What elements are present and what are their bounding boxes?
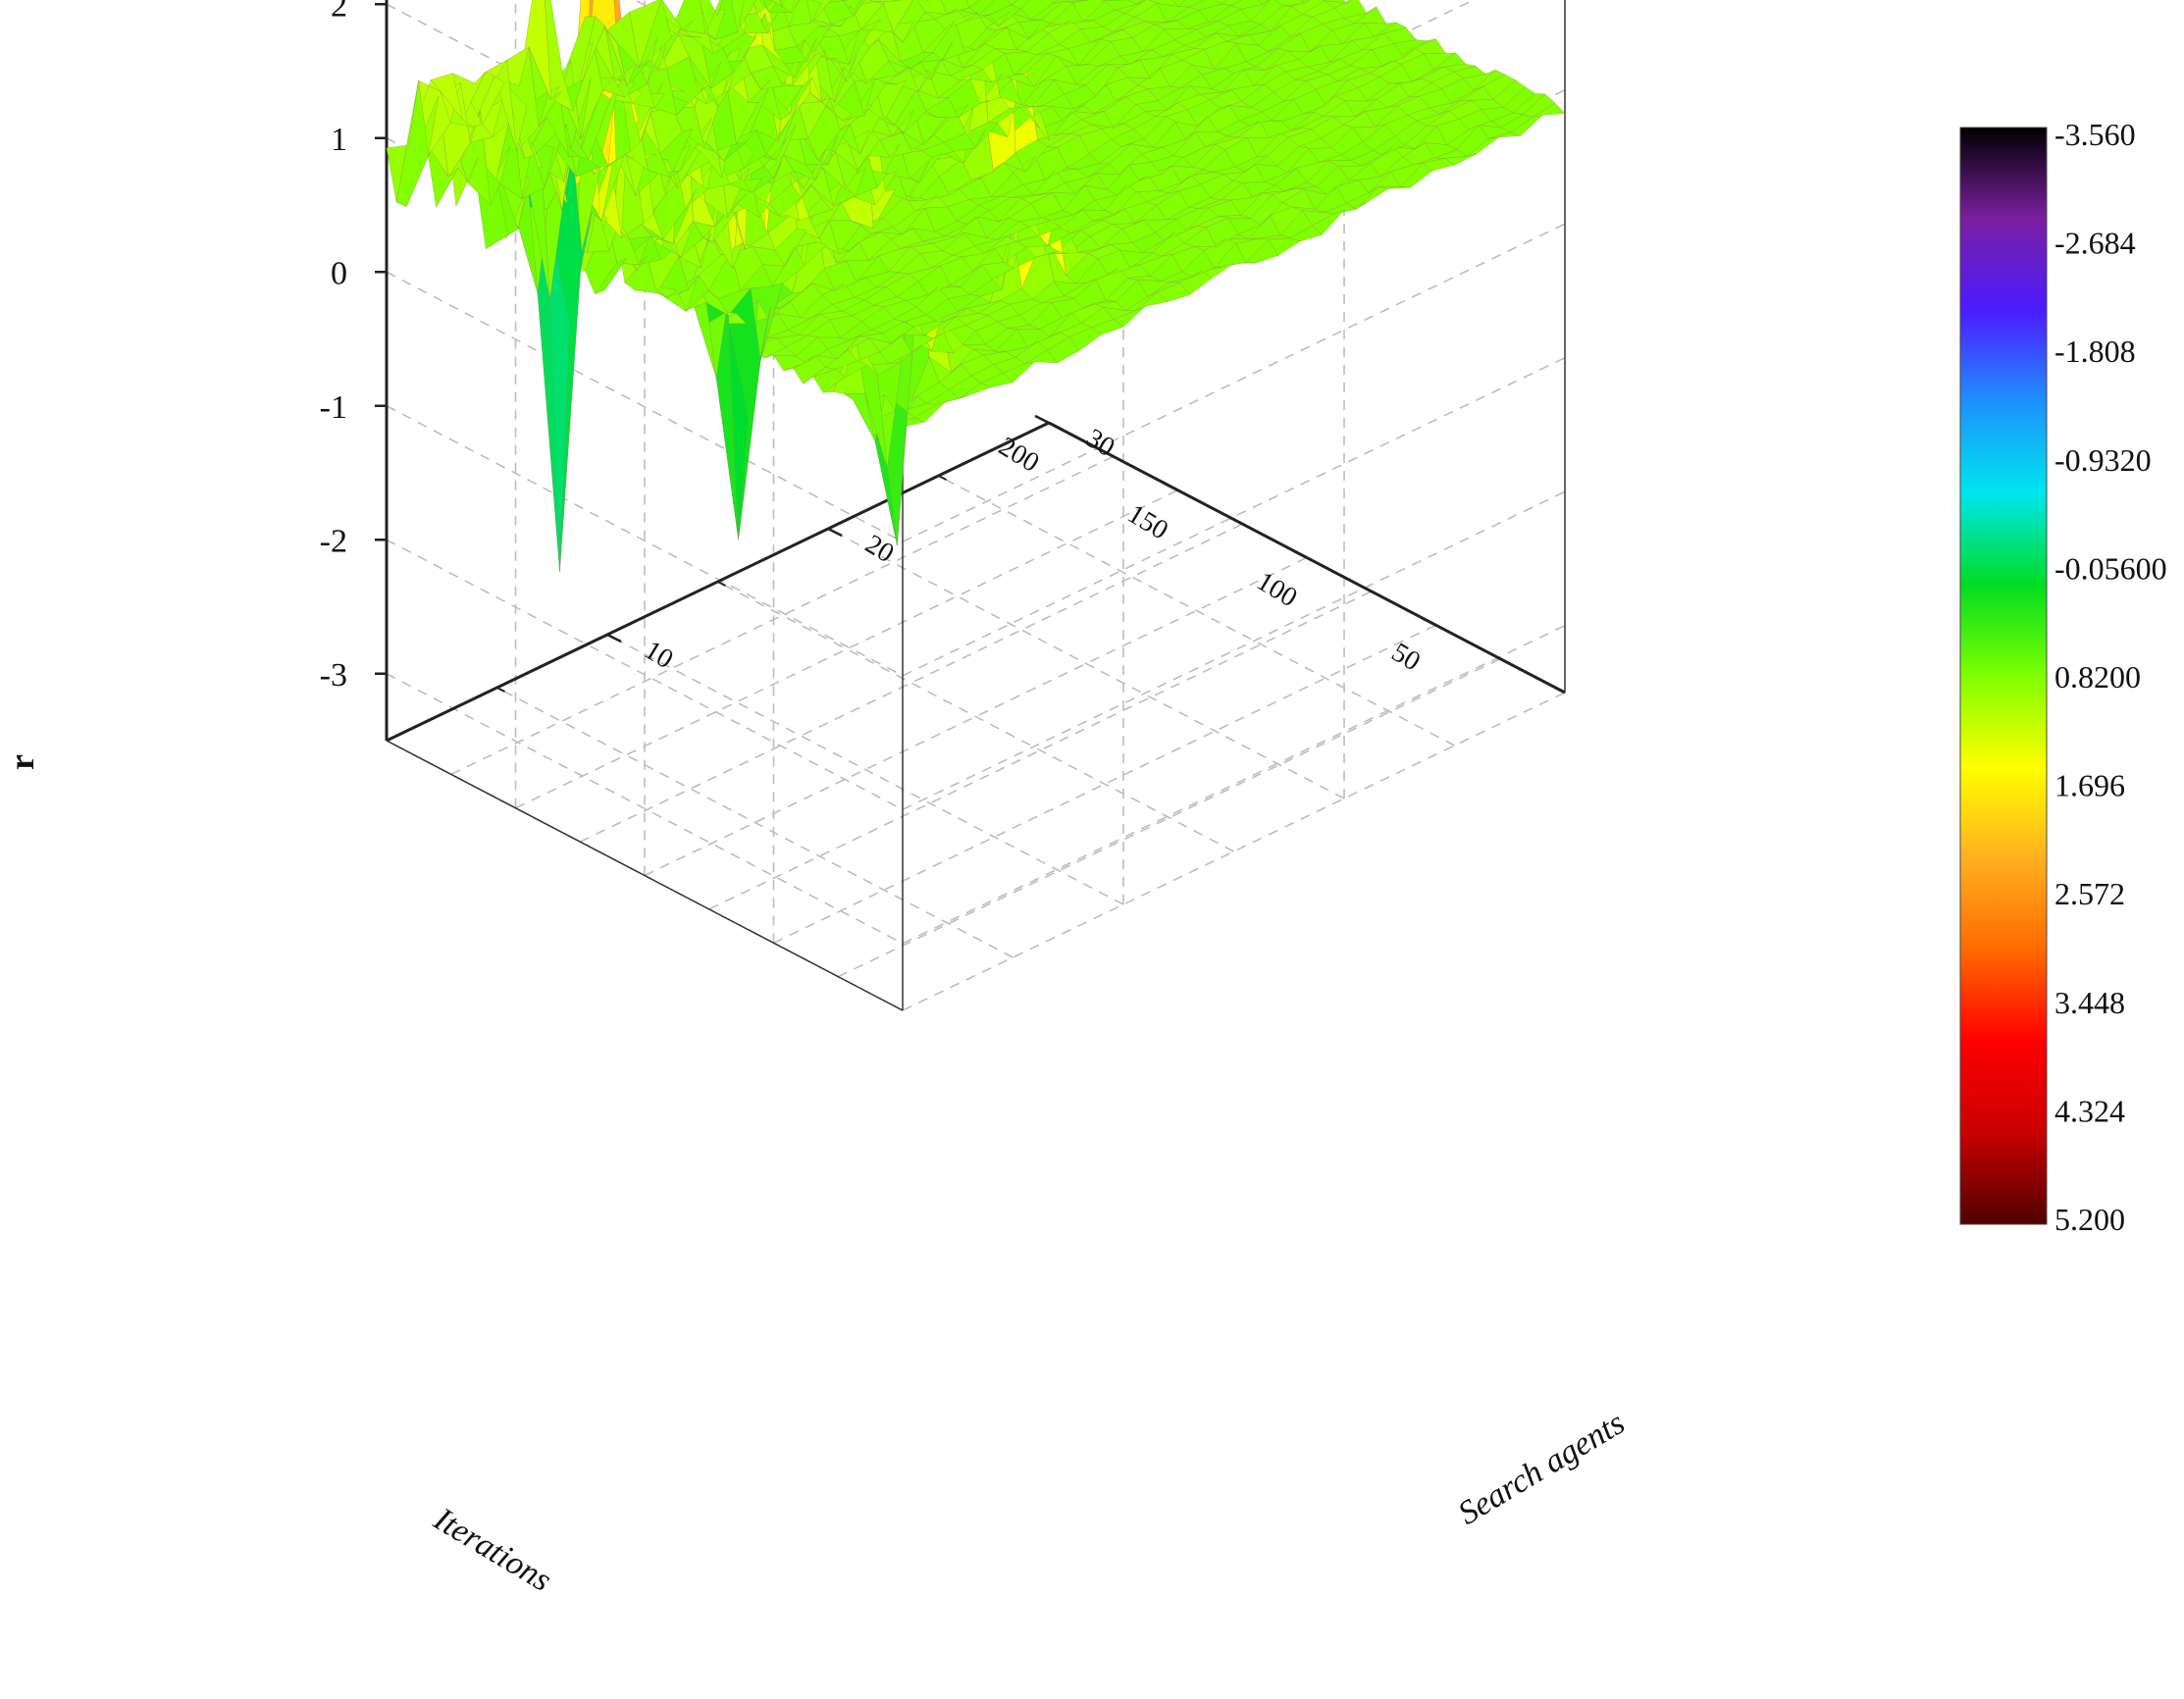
x-tick-label: 100	[1251, 566, 1302, 613]
y-tick	[1049, 423, 1063, 430]
colorbar-label: 4.324	[2054, 1093, 2125, 1128]
x-tick	[1293, 551, 1307, 558]
colorbar-label: -2.684	[2054, 226, 2136, 261]
y-tick-label: 20	[859, 529, 899, 569]
wall-grid-line	[903, 491, 1565, 809]
surface	[387, 0, 1565, 572]
wall-grid-line	[903, 358, 1565, 676]
colorbar-gradient	[1960, 128, 2047, 1224]
floor-grid-line	[718, 582, 1234, 851]
floor-grid-line	[451, 456, 1114, 774]
x-axis-label: Iterations	[427, 1501, 557, 1599]
z-tick-label: 1	[331, 122, 347, 158]
colorbar-label: -1.808	[2054, 334, 2136, 369]
z-tick-label: -2	[320, 523, 347, 559]
floor-grid-line	[939, 476, 1455, 746]
colorbar-label: 3.448	[2054, 985, 2125, 1020]
y-axis-label: Search agents	[1452, 1405, 1631, 1532]
x-tick	[1035, 416, 1049, 423]
y-minor-tick	[497, 688, 505, 692]
z-axis-label: r	[2, 754, 41, 770]
x-tick-label: 150	[1122, 498, 1173, 545]
floor-grid-line	[607, 635, 1123, 904]
y-tick	[828, 529, 842, 536]
z-tick-label: 2	[331, 0, 347, 24]
floor-grid-line	[516, 490, 1178, 808]
colorbar-label: 5.200	[2054, 1202, 2125, 1237]
y-minor-tick	[939, 476, 947, 480]
wall-grid-line	[903, 626, 1565, 944]
colorbar-label: 1.696	[2054, 768, 2125, 803]
z-tick-label: 0	[331, 255, 347, 291]
colorbar-label: 2.572	[2054, 876, 2125, 911]
colorbar-label: 0.8200	[2054, 659, 2141, 695]
x-tick-label: 50	[1386, 637, 1426, 677]
y-tick	[607, 635, 621, 642]
colorbar: -3.560 -2.684 -1.808 -0.9320 -0.05600 0.8200 1…	[1960, 117, 2167, 1237]
floor-grid-line	[497, 688, 1014, 957]
colorbar-label: -3.560	[2054, 117, 2136, 152]
x-tick-label: 200	[993, 432, 1044, 479]
colorbar-label: -0.9320	[2054, 442, 2152, 478]
x-tick	[1165, 484, 1178, 490]
colorbar-label: -0.05600	[2054, 550, 2167, 586]
z-tick-label: -1	[320, 389, 347, 426]
x-tick	[1423, 618, 1436, 625]
z-tick-label: -3	[320, 657, 347, 694]
y-minor-tick	[718, 582, 726, 586]
